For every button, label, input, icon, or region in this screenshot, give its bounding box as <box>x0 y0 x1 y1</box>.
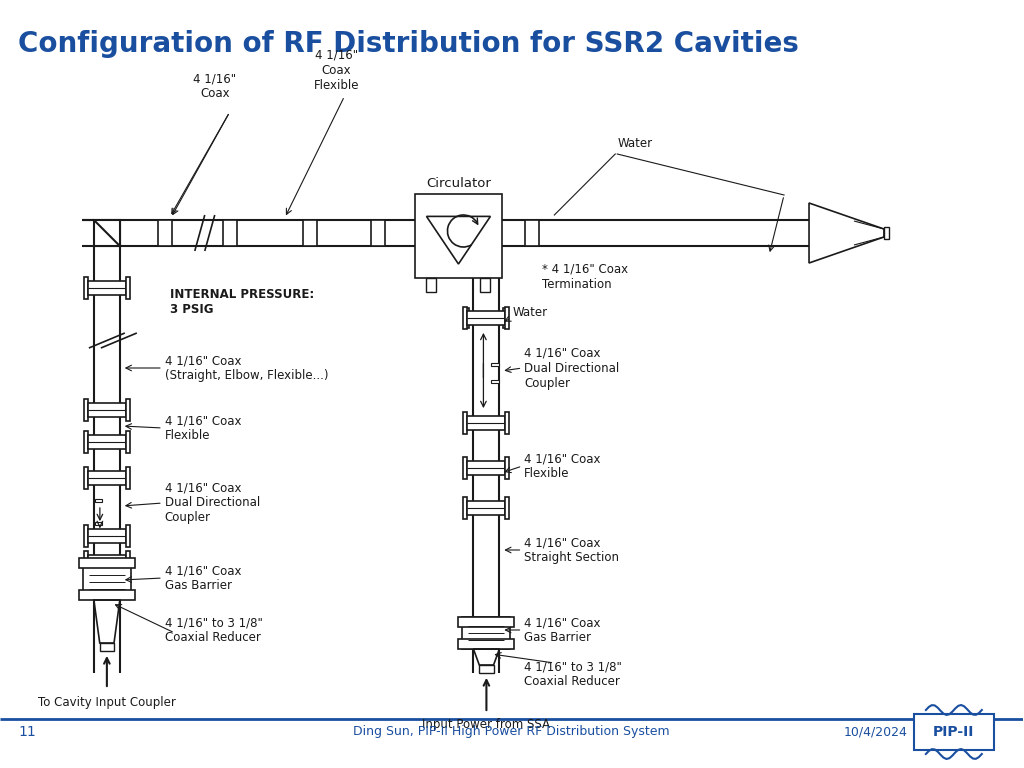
Bar <box>95 522 101 525</box>
Bar <box>126 551 130 573</box>
Bar <box>426 278 436 292</box>
Bar <box>506 307 509 329</box>
Text: 4 1/16" Coax
Gas Barrier: 4 1/16" Coax Gas Barrier <box>165 564 242 592</box>
Bar <box>88 281 126 295</box>
Bar <box>467 416 506 430</box>
Bar <box>506 497 509 519</box>
Bar <box>303 220 316 246</box>
Bar <box>506 412 509 434</box>
Bar <box>84 277 88 299</box>
Text: 4 1/16"
Coax: 4 1/16" Coax <box>194 72 237 100</box>
Bar <box>525 220 540 246</box>
Bar <box>126 399 130 421</box>
Text: To Cavity Input Coupler: To Cavity Input Coupler <box>38 696 176 709</box>
Bar <box>884 227 889 239</box>
Text: Input Power from SSA: Input Power from SSA <box>423 718 551 731</box>
Bar <box>463 617 510 649</box>
Bar <box>467 501 506 515</box>
Bar <box>506 457 509 479</box>
Bar <box>84 399 88 421</box>
Bar <box>459 617 514 627</box>
Text: 4 1/16" Coax
(Straight, Elbow, Flexible...): 4 1/16" Coax (Straight, Elbow, Flexible.… <box>165 354 329 382</box>
Bar <box>467 461 506 475</box>
Bar <box>913 714 994 750</box>
Bar <box>479 665 494 673</box>
Bar <box>158 220 172 246</box>
Bar <box>464 457 467 479</box>
Bar <box>480 278 490 292</box>
Bar <box>88 555 126 569</box>
Text: 4 1/16" Coax
Dual Directional
Coupler: 4 1/16" Coax Dual Directional Coupler <box>165 482 260 525</box>
Bar <box>84 467 88 489</box>
Text: Configuration of RF Distribution for SSR2 Cavities: Configuration of RF Distribution for SSR… <box>18 30 799 58</box>
Bar <box>492 379 500 382</box>
Text: PIP-II: PIP-II <box>933 725 975 739</box>
Bar <box>99 643 114 651</box>
Bar <box>94 220 120 246</box>
Bar <box>459 639 514 649</box>
Text: INTERNAL PRESSURE:
3 PSIG: INTERNAL PRESSURE: 3 PSIG <box>170 288 314 316</box>
Text: 4 1/16" to 3 1/8"
Coaxial Reducer: 4 1/16" to 3 1/8" Coaxial Reducer <box>524 660 623 688</box>
Bar <box>466 308 469 328</box>
Bar <box>126 467 130 489</box>
Text: 4 1/16" to 3 1/8"
Coaxial Reducer: 4 1/16" to 3 1/8" Coaxial Reducer <box>165 616 263 644</box>
Bar <box>126 431 130 453</box>
Bar <box>83 566 131 598</box>
Bar <box>415 194 503 278</box>
Bar <box>88 435 126 449</box>
Text: 4 1/16" Coax
Dual Directional
Coupler: 4 1/16" Coax Dual Directional Coupler <box>524 346 620 389</box>
Bar <box>88 529 126 543</box>
Bar <box>88 403 126 417</box>
Bar <box>467 311 506 325</box>
Text: 4 1/16" Coax
Straight Section: 4 1/16" Coax Straight Section <box>524 536 620 564</box>
Bar <box>79 590 135 600</box>
Bar <box>79 558 135 568</box>
Bar <box>492 362 500 366</box>
Bar <box>469 313 504 323</box>
Bar <box>84 525 88 547</box>
Text: 4 1/16" Coax
Gas Barrier: 4 1/16" Coax Gas Barrier <box>524 616 601 644</box>
Text: Water: Water <box>512 306 548 319</box>
Bar <box>88 471 126 485</box>
Text: 4 1/16"
Coax
Flexible: 4 1/16" Coax Flexible <box>313 49 359 92</box>
Bar <box>504 308 508 328</box>
Bar <box>464 497 467 519</box>
Bar <box>84 431 88 453</box>
Bar <box>84 551 88 573</box>
Bar <box>371 220 385 246</box>
Text: Water: Water <box>617 137 652 150</box>
Bar <box>95 499 101 502</box>
Bar <box>464 412 467 434</box>
Text: * 4 1/16" Coax
Termination: * 4 1/16" Coax Termination <box>543 263 629 291</box>
Text: 11: 11 <box>18 725 36 739</box>
Text: 10/4/2024: 10/4/2024 <box>844 726 908 739</box>
Text: 4 1/16" Coax
Flexible: 4 1/16" Coax Flexible <box>165 414 242 442</box>
Bar <box>126 277 130 299</box>
Text: 4 1/16" Coax
Flexible: 4 1/16" Coax Flexible <box>524 452 601 480</box>
Bar <box>223 220 237 246</box>
Text: Ding Sun, PIP-II High Power RF Distribution System: Ding Sun, PIP-II High Power RF Distribut… <box>353 726 670 739</box>
Bar <box>126 525 130 547</box>
Bar <box>464 307 467 329</box>
Text: Circulator: Circulator <box>426 177 490 190</box>
